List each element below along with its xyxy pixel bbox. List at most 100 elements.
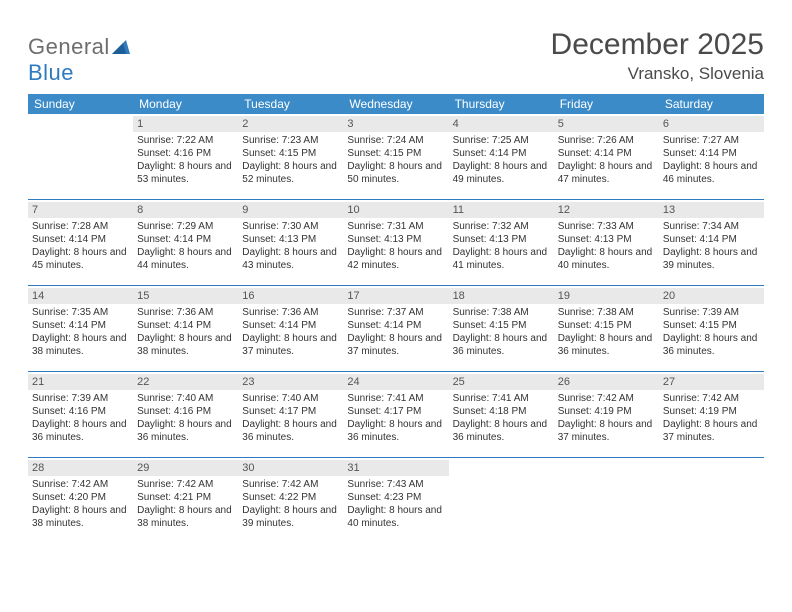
page-header: General Blue December 2025 Vransko, Slov…: [28, 28, 764, 86]
calendar-day-cell: 10Sunrise: 7:31 AMSunset: 4:13 PMDayligh…: [343, 200, 448, 285]
calendar-day-cell: 5Sunrise: 7:26 AMSunset: 4:14 PMDaylight…: [554, 114, 659, 199]
sunset-line: Sunset: 4:14 PM: [453, 147, 550, 160]
sunset-line: Sunset: 4:14 PM: [32, 319, 129, 332]
sunrise-line: Sunrise: 7:25 AM: [453, 134, 550, 147]
daylight-line: Daylight: 8 hours and 40 minutes.: [558, 246, 655, 272]
day-number: 27: [659, 374, 764, 390]
daylight-line: Daylight: 8 hours and 44 minutes.: [137, 246, 234, 272]
month-title: December 2025: [551, 28, 764, 62]
day-of-week-label: Sunday: [28, 94, 133, 114]
sunset-line: Sunset: 4:14 PM: [663, 233, 760, 246]
calendar-day-cell: 6Sunrise: 7:27 AMSunset: 4:14 PMDaylight…: [659, 114, 764, 199]
calendar-day-cell: 20Sunrise: 7:39 AMSunset: 4:15 PMDayligh…: [659, 286, 764, 371]
calendar-day-cell: 4Sunrise: 7:25 AMSunset: 4:14 PMDaylight…: [449, 114, 554, 199]
daylight-line: Daylight: 8 hours and 45 minutes.: [32, 246, 129, 272]
day-number: 17: [343, 288, 448, 304]
day-number: 22: [133, 374, 238, 390]
calendar-day-cell: 30Sunrise: 7:42 AMSunset: 4:22 PMDayligh…: [238, 458, 343, 544]
day-of-week-label: Wednesday: [343, 94, 448, 114]
day-number: 19: [554, 288, 659, 304]
sunrise-line: Sunrise: 7:42 AM: [32, 478, 129, 491]
daylight-line: Daylight: 8 hours and 40 minutes.: [347, 504, 444, 530]
sunset-line: Sunset: 4:20 PM: [32, 491, 129, 504]
calendar-day-cell: 29Sunrise: 7:42 AMSunset: 4:21 PMDayligh…: [133, 458, 238, 544]
sunset-line: Sunset: 4:15 PM: [347, 147, 444, 160]
daylight-line: Daylight: 8 hours and 37 minutes.: [347, 332, 444, 358]
daylight-line: Daylight: 8 hours and 36 minutes.: [453, 418, 550, 444]
calendar-day-cell: 16Sunrise: 7:36 AMSunset: 4:14 PMDayligh…: [238, 286, 343, 371]
calendar-week-row: 7Sunrise: 7:28 AMSunset: 4:14 PMDaylight…: [28, 200, 764, 286]
sunrise-line: Sunrise: 7:30 AM: [242, 220, 339, 233]
daylight-line: Daylight: 8 hours and 43 minutes.: [242, 246, 339, 272]
calendar-day-cell: 25Sunrise: 7:41 AMSunset: 4:18 PMDayligh…: [449, 372, 554, 457]
day-number: 5: [554, 116, 659, 132]
sunset-line: Sunset: 4:16 PM: [32, 405, 129, 418]
day-number: 1: [133, 116, 238, 132]
sunset-line: Sunset: 4:14 PM: [32, 233, 129, 246]
daylight-line: Daylight: 8 hours and 38 minutes.: [32, 332, 129, 358]
daylight-line: Daylight: 8 hours and 36 minutes.: [453, 332, 550, 358]
calendar-grid: SundayMondayTuesdayWednesdayThursdayFrid…: [28, 94, 764, 544]
sunrise-line: Sunrise: 7:26 AM: [558, 134, 655, 147]
daylight-line: Daylight: 8 hours and 52 minutes.: [242, 160, 339, 186]
calendar-day-cell: 11Sunrise: 7:32 AMSunset: 4:13 PMDayligh…: [449, 200, 554, 285]
logo-triangle-icon: [112, 34, 130, 48]
calendar-day-cell: 1Sunrise: 7:22 AMSunset: 4:16 PMDaylight…: [133, 114, 238, 199]
calendar-week-row: 21Sunrise: 7:39 AMSunset: 4:16 PMDayligh…: [28, 372, 764, 458]
day-number: 4: [449, 116, 554, 132]
day-of-week-label: Thursday: [449, 94, 554, 114]
calendar-day-cell: 21Sunrise: 7:39 AMSunset: 4:16 PMDayligh…: [28, 372, 133, 457]
calendar-day-cell: 14Sunrise: 7:35 AMSunset: 4:14 PMDayligh…: [28, 286, 133, 371]
day-number: 30: [238, 460, 343, 476]
sunrise-line: Sunrise: 7:42 AM: [558, 392, 655, 405]
day-number: 28: [28, 460, 133, 476]
daylight-line: Daylight: 8 hours and 36 minutes.: [32, 418, 129, 444]
sunrise-line: Sunrise: 7:33 AM: [558, 220, 655, 233]
daylight-line: Daylight: 8 hours and 37 minutes.: [242, 332, 339, 358]
calendar-day-cell: 28Sunrise: 7:42 AMSunset: 4:20 PMDayligh…: [28, 458, 133, 544]
calendar-day-cell: 2Sunrise: 7:23 AMSunset: 4:15 PMDaylight…: [238, 114, 343, 199]
daylight-line: Daylight: 8 hours and 42 minutes.: [347, 246, 444, 272]
day-of-week-label: Saturday: [659, 94, 764, 114]
sunset-line: Sunset: 4:18 PM: [453, 405, 550, 418]
sunset-line: Sunset: 4:13 PM: [558, 233, 655, 246]
sunset-line: Sunset: 4:22 PM: [242, 491, 339, 504]
day-number: 15: [133, 288, 238, 304]
sunrise-line: Sunrise: 7:43 AM: [347, 478, 444, 491]
sunset-line: Sunset: 4:14 PM: [663, 147, 760, 160]
sunrise-line: Sunrise: 7:40 AM: [137, 392, 234, 405]
day-of-week-label: Monday: [133, 94, 238, 114]
daylight-line: Daylight: 8 hours and 46 minutes.: [663, 160, 760, 186]
calendar-day-cell: 3Sunrise: 7:24 AMSunset: 4:15 PMDaylight…: [343, 114, 448, 199]
day-number: 13: [659, 202, 764, 218]
day-number: 14: [28, 288, 133, 304]
calendar-day-cell: .: [659, 458, 764, 544]
sunrise-line: Sunrise: 7:22 AM: [137, 134, 234, 147]
day-number: 7: [28, 202, 133, 218]
day-number: 12: [554, 202, 659, 218]
daylight-line: Daylight: 8 hours and 36 minutes.: [558, 332, 655, 358]
sunset-line: Sunset: 4:21 PM: [137, 491, 234, 504]
day-number: 11: [449, 202, 554, 218]
calendar-day-cell: 15Sunrise: 7:36 AMSunset: 4:14 PMDayligh…: [133, 286, 238, 371]
location-label: Vransko, Slovenia: [551, 64, 764, 84]
day-number: 23: [238, 374, 343, 390]
sunrise-line: Sunrise: 7:38 AM: [453, 306, 550, 319]
daylight-line: Daylight: 8 hours and 38 minutes.: [137, 504, 234, 530]
sunrise-line: Sunrise: 7:31 AM: [347, 220, 444, 233]
sunset-line: Sunset: 4:13 PM: [242, 233, 339, 246]
daylight-line: Daylight: 8 hours and 36 minutes.: [242, 418, 339, 444]
sunset-line: Sunset: 4:17 PM: [347, 405, 444, 418]
day-number: 2: [238, 116, 343, 132]
sunrise-line: Sunrise: 7:32 AM: [453, 220, 550, 233]
day-number: 10: [343, 202, 448, 218]
sunrise-line: Sunrise: 7:42 AM: [137, 478, 234, 491]
calendar-day-cell: 19Sunrise: 7:38 AMSunset: 4:15 PMDayligh…: [554, 286, 659, 371]
sunset-line: Sunset: 4:16 PM: [137, 405, 234, 418]
daylight-line: Daylight: 8 hours and 36 minutes.: [663, 332, 760, 358]
sunrise-line: Sunrise: 7:38 AM: [558, 306, 655, 319]
daylight-line: Daylight: 8 hours and 50 minutes.: [347, 160, 444, 186]
sunset-line: Sunset: 4:14 PM: [558, 147, 655, 160]
sunset-line: Sunset: 4:19 PM: [558, 405, 655, 418]
logo-word-1: General: [28, 34, 110, 59]
